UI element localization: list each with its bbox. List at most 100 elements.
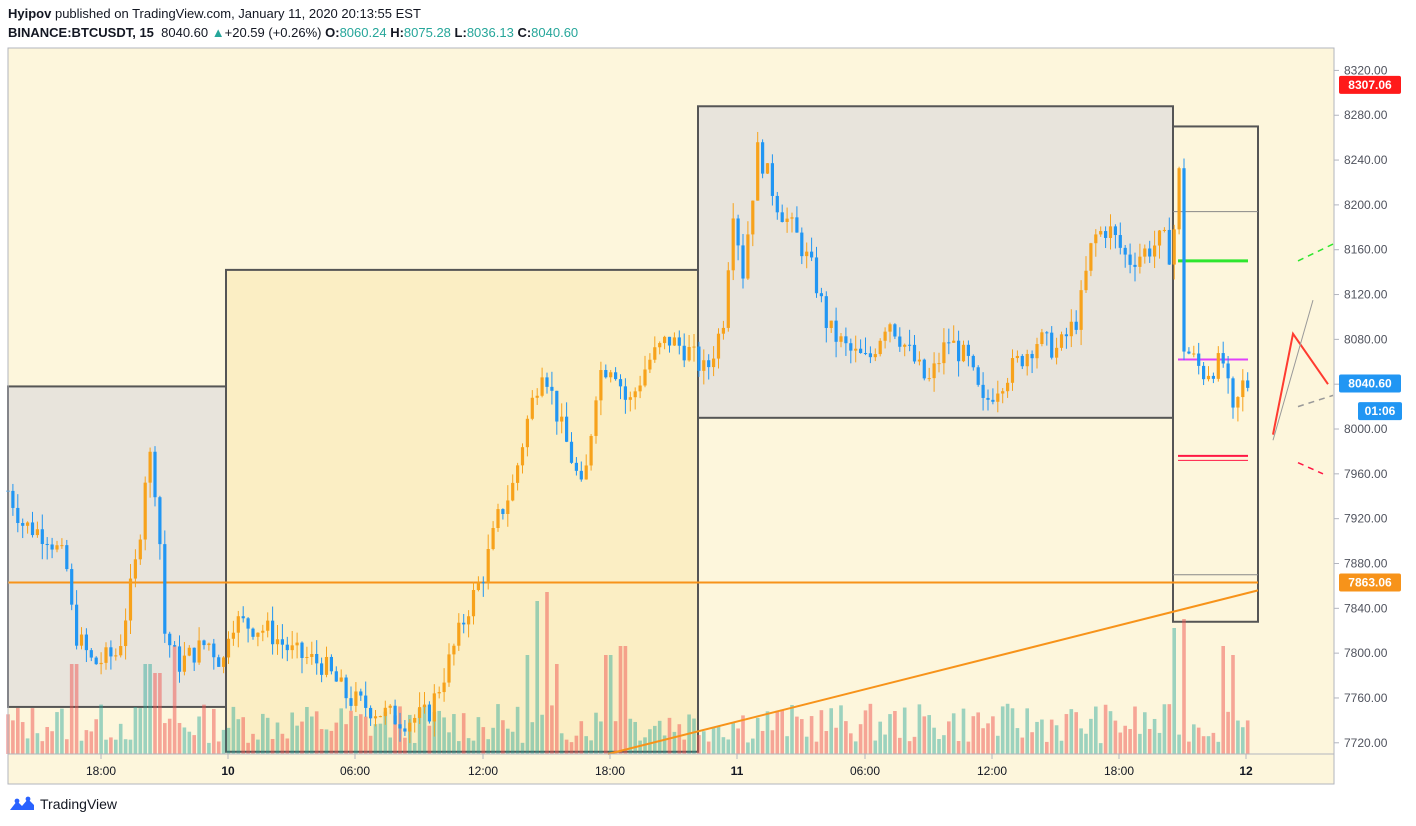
candle-body <box>212 643 216 658</box>
candle-body <box>226 638 231 658</box>
volume-bar <box>623 646 628 754</box>
volume-bar <box>942 735 946 754</box>
volume-bar <box>344 724 348 754</box>
candle-body <box>937 363 941 365</box>
volume-bar <box>785 736 789 754</box>
candle-body <box>354 691 358 706</box>
candle-body <box>462 622 466 625</box>
candle-body <box>207 643 211 646</box>
candle-body <box>682 345 686 361</box>
volume-bar <box>863 710 868 754</box>
candle-body <box>148 451 152 483</box>
candle-body <box>996 393 1000 402</box>
candle-body <box>334 671 338 682</box>
volume-bar <box>760 730 765 754</box>
volume-bar <box>123 739 128 754</box>
volume-bar <box>207 742 211 754</box>
volume-bar <box>599 721 603 754</box>
candle-body <box>756 142 760 201</box>
footer-brand[interactable]: TradingView <box>8 796 117 812</box>
symbol-label[interactable]: BINANCE:BTCUSDT, 15 <box>8 25 154 40</box>
volume-bar <box>981 728 985 754</box>
volume-bar <box>11 720 15 754</box>
volume-bar <box>1059 740 1064 754</box>
volume-bar <box>447 732 451 754</box>
volume-bar <box>721 737 726 754</box>
volume-bar <box>672 731 677 754</box>
volume-bar <box>824 731 829 754</box>
candle-body <box>908 344 912 346</box>
candle-body <box>849 343 853 351</box>
volume-bar <box>109 737 113 754</box>
volume-bar <box>368 735 373 754</box>
candle-body <box>947 342 951 344</box>
volume-bar <box>1103 704 1108 754</box>
candle-body <box>535 395 539 398</box>
volume-bar <box>1177 734 1181 754</box>
author-name[interactable]: Hyipov <box>8 6 52 21</box>
volume-bar <box>731 722 735 754</box>
volume-bar <box>770 730 775 754</box>
volume-bar <box>697 735 701 754</box>
price-label-box <box>1339 374 1401 393</box>
volume-bar <box>1054 725 1059 754</box>
volume-bar <box>1211 732 1216 754</box>
volume-bar <box>236 719 241 754</box>
candle-body <box>785 218 789 222</box>
candle-body <box>574 462 578 471</box>
candle-body <box>854 348 858 351</box>
price-label-text: 8307.06 <box>1348 78 1392 92</box>
candle-body <box>65 545 69 570</box>
volume-bar <box>412 742 417 754</box>
volume-bar <box>1123 725 1127 754</box>
volume-bar <box>324 729 329 754</box>
volume-bar <box>133 707 138 754</box>
volume-bar <box>956 741 961 754</box>
volume-bar <box>84 730 89 754</box>
volume-bar <box>917 704 922 754</box>
volume-bar <box>1152 718 1157 754</box>
volume-bar <box>1138 733 1142 754</box>
x-tick-label: 18:00 <box>86 764 116 778</box>
volume-bar <box>976 712 980 754</box>
volume-bar <box>902 707 907 754</box>
low-label: L: <box>454 25 467 40</box>
projection-arrow-red <box>1272 331 1329 435</box>
volume-bar <box>1025 708 1029 754</box>
volume-bar <box>60 708 64 754</box>
candle-body <box>1128 254 1132 265</box>
candle-body <box>339 677 343 682</box>
volume-bar <box>1069 709 1074 754</box>
volume-bar <box>35 733 40 754</box>
candle-body <box>1069 321 1073 337</box>
candle-body <box>839 336 843 342</box>
low-value: 8036.13 <box>466 25 514 40</box>
volume-bar <box>501 720 505 754</box>
volume-bar <box>1089 718 1093 754</box>
volume-bar <box>883 734 887 754</box>
candle-body <box>594 400 598 436</box>
candle-body <box>795 217 799 233</box>
candle-body <box>751 200 755 235</box>
volume-bar <box>1201 736 1206 754</box>
volume-bar <box>746 742 750 754</box>
candle-body <box>133 559 137 579</box>
candle-body <box>403 728 407 732</box>
volume-bar <box>212 708 216 754</box>
volume-bar <box>65 739 69 754</box>
candle-body <box>638 385 642 392</box>
volume-bar <box>966 741 971 754</box>
candle-body <box>168 633 172 646</box>
candle-body <box>422 704 427 708</box>
volume-bar <box>290 712 294 754</box>
candle-body <box>1241 380 1245 398</box>
candle-body <box>1045 332 1049 334</box>
candle-body <box>961 344 966 362</box>
y-tick-label: 7920.00 <box>1344 512 1388 526</box>
volume-bar <box>986 723 990 754</box>
volume-bar <box>221 729 226 754</box>
candle-body <box>692 346 696 348</box>
volume-bar <box>765 711 770 754</box>
volume-bar <box>1074 712 1078 754</box>
